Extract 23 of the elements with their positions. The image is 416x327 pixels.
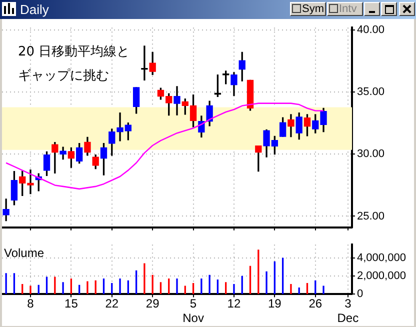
x-tick-label: 5 Nov	[182, 296, 204, 326]
annotation: 20 日移動平均線と	[18, 44, 130, 60]
y-tick-label: 35.00	[357, 86, 385, 98]
x-tick-label: 22	[105, 296, 119, 311]
x-tick-label: 26	[308, 296, 322, 311]
y-tick-label: 25.00	[357, 210, 385, 222]
chart-title: Daily	[20, 2, 49, 17]
x-tick-label: 3 Dec	[337, 296, 359, 326]
y-tick-label: 4,000,000	[357, 252, 406, 264]
chart-title: Volume	[4, 246, 44, 260]
x-tick-label: 19	[268, 296, 282, 311]
annotation: ギャップに挑む	[18, 68, 109, 84]
x-tick-label: 15	[64, 296, 78, 311]
x-tick-label: 8	[27, 296, 34, 311]
candlestick	[141, 46, 148, 81]
text: Intv	[327, 2, 363, 16]
x-tick-label: 12	[227, 296, 241, 311]
y-tick-label: 40.00	[357, 24, 385, 36]
text: Sym	[290, 2, 326, 16]
y-tick-label: 30.00	[357, 148, 385, 160]
y-tick-label: 2,000,000	[357, 270, 406, 282]
y-tick-label: 0	[357, 288, 364, 300]
x-tick-label: 29	[146, 296, 160, 311]
